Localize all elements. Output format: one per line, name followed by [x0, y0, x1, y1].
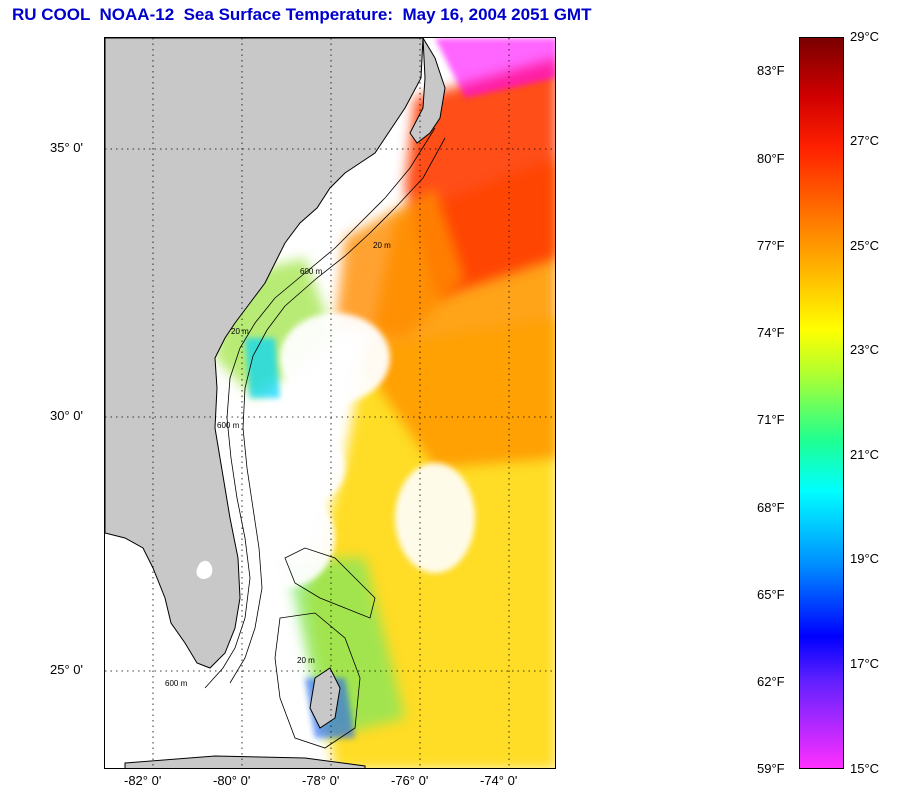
isobath-line	[204, 127, 436, 689]
cloud-gap	[395, 463, 475, 573]
colorbar-c-label: 19°C	[850, 551, 880, 566]
isobath-label: 600 m	[300, 267, 323, 276]
land-lake	[196, 560, 213, 579]
chart-title: RU COOL NOAA-12 Sea Surface Temperature:…	[12, 5, 592, 24]
colorbar-f-label: 83°F	[757, 63, 785, 78]
cloud-gap	[235, 488, 335, 588]
graticule	[105, 38, 555, 768]
sst-field	[215, 38, 555, 768]
lat-label: 25° 0'	[50, 662, 83, 677]
colorbar-f-label: 71°F	[757, 412, 785, 427]
colorbar-f-label: 77°F	[757, 238, 785, 253]
colorbar-c-label: 23°C	[850, 342, 880, 357]
lon-label: -78° 0'	[302, 773, 340, 788]
cloud-gap	[265, 433, 345, 503]
land-outer-banks	[409, 38, 446, 144]
land-mainland	[105, 38, 424, 669]
isobath-label: 600 m	[217, 421, 240, 430]
sst-zone-shelf	[335, 188, 465, 338]
colorbar-c-label: 29°C	[850, 29, 880, 44]
lat-label: 35° 0'	[50, 140, 83, 155]
colorbar-f-label: 59°F	[757, 761, 785, 776]
sst-zone-magenta	[435, 38, 555, 98]
colorbar-f-label: 65°F	[757, 587, 785, 602]
colorbar	[799, 37, 844, 769]
colorbar-f-label: 68°F	[757, 500, 785, 515]
lon-label: -82° 0'	[124, 773, 162, 788]
lon-label: -76° 0'	[391, 773, 429, 788]
sst-map[interactable]: 20 m 600 m 20 m 600 m 20 m 600 m	[104, 37, 556, 769]
lat-label: 30° 0'	[50, 408, 83, 423]
land-cuba	[124, 755, 366, 768]
lon-label: -80° 0'	[213, 773, 251, 788]
sst-map-canvas: 20 m 600 m 20 m 600 m 20 m 600 m	[105, 38, 555, 768]
colorbar-f-label: 74°F	[757, 325, 785, 340]
isobath-line	[229, 137, 446, 684]
colorbar-gradient	[800, 38, 843, 768]
isobath-label: 600 m	[165, 679, 188, 688]
colorbar-f-label: 80°F	[757, 151, 785, 166]
isobath-label: 20 m	[373, 241, 391, 250]
colorbar-c-label: 15°C	[850, 761, 880, 776]
colorbar-f-label: 62°F	[757, 674, 785, 689]
isobath-line	[284, 547, 376, 619]
lon-label: -74° 0'	[480, 773, 518, 788]
sst-zone-cyan	[245, 338, 280, 398]
isobath-label: 20 m	[297, 656, 315, 665]
colorbar-c-label: 21°C	[850, 447, 880, 462]
colorbar-c-label: 27°C	[850, 133, 880, 148]
land-bahamas	[309, 667, 341, 729]
colorbar-c-label: 17°C	[850, 656, 880, 671]
isobath-line	[274, 612, 361, 749]
isobath-label: 20 m	[231, 327, 249, 336]
colorbar-c-label: 25°C	[850, 238, 880, 253]
cloud-gap	[280, 313, 390, 403]
